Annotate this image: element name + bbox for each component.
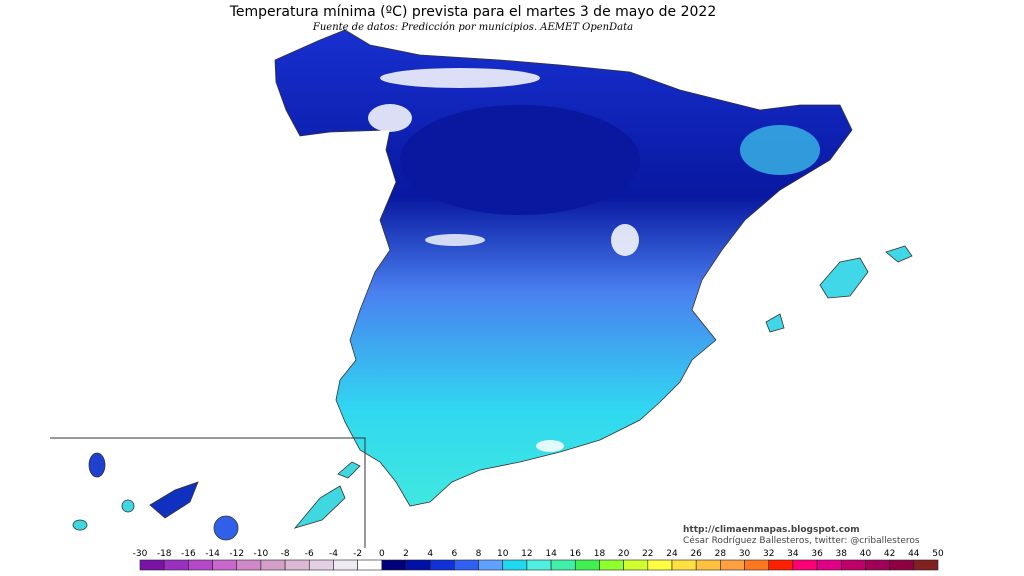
legend-swatch [744,559,770,571]
legend-label: 40 [860,549,872,559]
legend-swatch [333,559,358,571]
legend-label: 24 [666,549,678,559]
legend-swatch [188,559,213,571]
legend-label: -18 [157,549,172,559]
legend-label: -30 [133,549,148,559]
spain-shape [274,29,853,507]
legend-label: 8 [476,549,482,559]
legend-swatch [284,559,310,571]
legend-swatch [816,559,842,571]
snow-area [425,234,485,246]
legend-swatch [768,559,794,571]
legend-swatch [720,559,745,571]
legend-label: 0 [379,549,385,559]
legend-swatch [381,559,407,571]
legend-label: 32 [763,549,774,559]
legend-label: 38 [836,549,848,559]
legend-swatch [913,559,939,571]
legend-swatch [889,559,915,571]
legend-label: -6 [305,549,314,559]
legend-swatch [212,559,238,571]
legend-label: -2 [353,549,362,559]
legend-swatch [792,559,818,571]
legend-swatch [405,559,431,571]
legend-label: 30 [739,549,751,559]
cold-region [400,105,640,215]
legend-label: 6 [451,549,457,559]
legend-label: 28 [715,549,727,559]
legend-label: -14 [205,549,220,559]
legend-swatch [526,559,552,571]
spain-mainland [274,29,853,507]
snow-area [368,104,412,132]
color-legend: -30 -18 -16 -14 -12 -10 -8 -6 -4 -2 0 2 4 6 8 10 12 14 16 1… [133,549,944,571]
legend-swatch [599,559,624,571]
credit-text: http://climaenmapas.blogspot.com [683,525,860,535]
map-subtitle: Fuente de datos: Predicción por municipi… [312,22,633,33]
map-title: Temperatura mínima (ºC) prevista para el… [229,4,716,20]
legend-swatch [163,559,189,571]
balearic-islands [765,245,913,333]
legend-label: 18 [594,549,606,559]
legend-swatch [550,559,576,571]
legend-swatch [236,559,262,571]
legend-swatch [429,559,455,571]
legend-label: 12 [521,549,532,559]
warm-region [740,125,820,175]
legend-label: 4 [427,549,433,559]
legend-label: -16 [181,549,196,559]
legend-label: 20 [618,549,630,559]
legend-swatch [357,559,383,571]
legend-swatch [454,559,479,571]
legend-label: 2 [403,549,409,559]
legend-swatch [574,559,600,571]
legend-swatch [308,559,334,571]
legend-label: 42 [884,549,895,559]
snow-area [611,224,639,256]
legend-swatch [139,559,165,571]
legend-label: 50 [932,549,944,559]
legend-label: 44 [908,549,920,559]
legend-swatch [647,559,673,571]
snow-area [536,440,564,452]
legend-label: -8 [281,549,290,559]
legend-swatch [260,559,286,571]
legend-swatch [695,559,721,571]
legend-label: -10 [254,549,269,559]
inset-frame [50,437,366,548]
snow-area [380,68,540,88]
legend-swatch [623,559,649,571]
legend-swatch [502,559,528,571]
legend-label: 34 [787,549,799,559]
canary-islands [72,452,361,541]
legend-label: 14 [545,549,557,559]
legend-label: 26 [690,549,702,559]
legend-swatch [671,559,697,571]
legend-label: 22 [642,549,653,559]
legend-swatch [840,559,866,571]
credit-text: César Rodríguez Ballesteros, twitter: @c… [683,535,920,546]
legend-label: -4 [329,549,338,559]
legend-label: 10 [497,549,509,559]
legend-swatch [478,559,504,571]
legend-swatch [865,559,890,571]
legend-label: 36 [811,549,823,559]
legend-label: -12 [229,549,244,559]
legend-label: 16 [570,549,582,559]
